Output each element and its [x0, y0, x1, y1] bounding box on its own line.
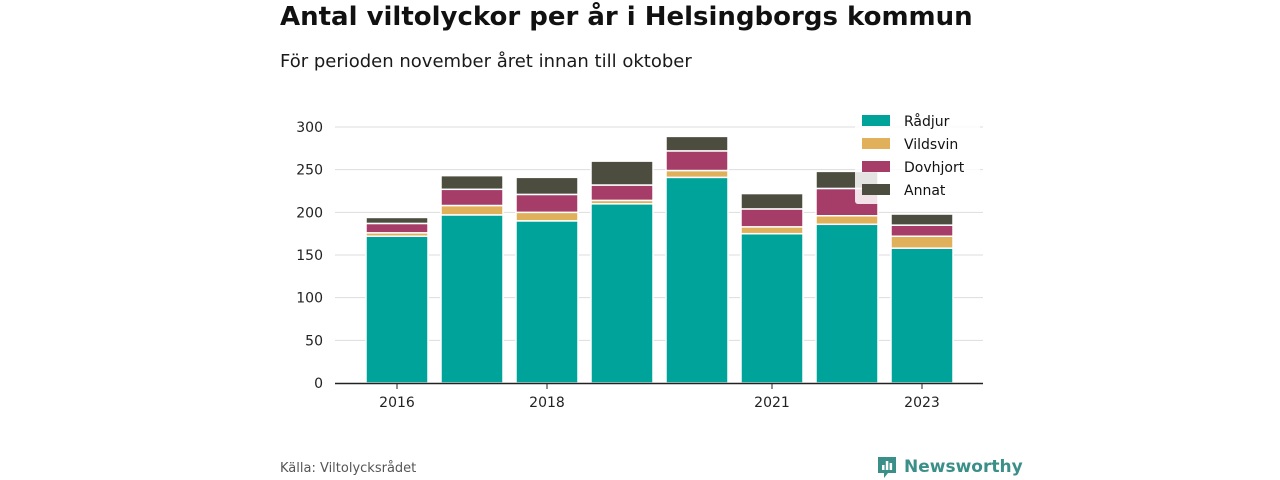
source-note: Källa: Viltolycksrådet	[280, 461, 417, 476]
x-tick-label: 2018	[529, 395, 565, 411]
bar-segment-vildsvin	[515, 211, 579, 222]
y-tick-label: 200	[296, 205, 323, 221]
bar-segment-vildsvin	[665, 169, 729, 179]
bar-segment-dovhjort	[890, 224, 954, 237]
x-tick-label: 2023	[904, 395, 940, 411]
bar-segment-rådjur	[515, 220, 579, 384]
x-tick-label: 2021	[754, 395, 790, 411]
bar-segment-dovhjort	[665, 150, 729, 172]
y-tick-label: 250	[296, 163, 323, 179]
legend-swatch	[862, 161, 890, 172]
x-tick-label: 2016	[379, 395, 415, 411]
legend-label: Annat	[904, 183, 946, 199]
legend-swatch	[862, 115, 890, 126]
bar-segment-rådjur	[665, 176, 729, 384]
bar-stack-2023	[890, 213, 954, 384]
legend-label: Rådjur	[904, 113, 950, 130]
bar-segment-dovhjort	[740, 208, 804, 228]
bar-segment-annat	[440, 174, 504, 191]
legend: Rådjur Vildsvin Dovhjort Annat	[855, 108, 980, 204]
bar-segment-rådjur	[815, 223, 879, 384]
bar-segment-rådjur	[890, 247, 954, 384]
bar-segment-annat	[365, 216, 429, 225]
brand[interactable]: Newsworthy	[876, 455, 1023, 479]
bar-segment-annat	[740, 192, 804, 210]
bar-segment-dovhjort	[365, 222, 429, 234]
bar-stack-2017	[440, 174, 504, 384]
legend-swatch	[862, 138, 890, 149]
bar-segment-vildsvin	[815, 214, 879, 226]
newsworthy-logo-icon	[878, 457, 896, 478]
y-tick-label: 300	[296, 120, 323, 136]
bar-segment-rådjur	[590, 203, 654, 384]
bar-stack-2018	[515, 176, 579, 384]
legend-label: Dovhjort	[904, 160, 965, 176]
bar-stack-2020	[665, 135, 729, 384]
bar-stack-2019	[590, 160, 654, 384]
bar-segment-rådjur	[440, 214, 504, 384]
bar-segment-vildsvin	[740, 226, 804, 235]
bar-segment-vildsvin	[890, 235, 954, 249]
y-tick-label: 50	[305, 333, 323, 349]
legend-swatch	[862, 184, 890, 195]
bar-segment-annat	[590, 160, 654, 186]
y-axis-ticks: 0 50 100 150 200 250 300	[296, 120, 323, 392]
bar-segment-dovhjort	[515, 193, 579, 214]
legend-item-vildsvin: Vildsvin	[862, 137, 958, 153]
bars	[335, 135, 983, 385]
bar-stack-2021	[740, 192, 804, 384]
legend-item-dovhjort: Dovhjort	[862, 160, 965, 176]
bar-segment-annat	[665, 135, 729, 152]
legend-label: Vildsvin	[904, 137, 958, 153]
bar-segment-annat	[515, 176, 579, 196]
y-tick-label: 0	[314, 376, 323, 392]
chart-title: Antal viltolyckor per år i Helsingborgs …	[280, 2, 973, 32]
bar-segment-vildsvin	[440, 204, 504, 216]
bar-segment-dovhjort	[590, 184, 654, 202]
y-tick-label: 100	[296, 291, 323, 307]
legend-background	[855, 108, 980, 204]
brand-name: Newsworthy	[904, 457, 1023, 477]
bar-segment-annat	[890, 213, 954, 226]
legend-item-annat: Annat	[862, 183, 946, 199]
bar-segment-rådjur	[740, 232, 804, 384]
bar-stack-2016	[365, 216, 429, 384]
bar-segment-dovhjort	[440, 188, 504, 207]
x-axis-ticks: 2016 2018 2021 2023	[379, 383, 940, 411]
legend-item-rådjur: Rådjur	[862, 113, 950, 130]
y-tick-label: 150	[296, 248, 323, 264]
chart-subtitle: För perioden november året innan till ok…	[280, 51, 692, 72]
bar-segment-rådjur	[365, 235, 429, 384]
